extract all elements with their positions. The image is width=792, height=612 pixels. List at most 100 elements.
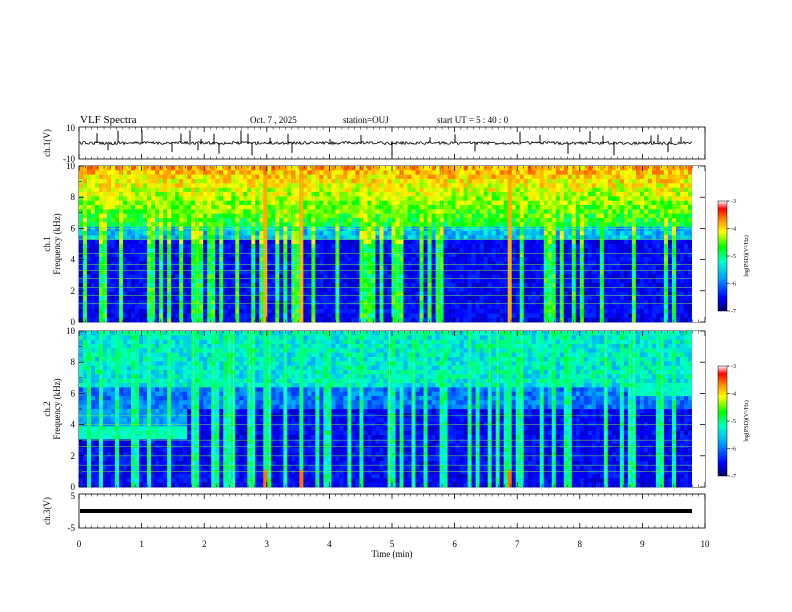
spectrogram-cell bbox=[331, 209, 336, 214]
spectrogram-cell bbox=[251, 170, 256, 175]
spectrogram-cell bbox=[523, 213, 529, 219]
spectrogram-cell bbox=[183, 235, 188, 240]
spectrogram-cell bbox=[207, 296, 212, 301]
spectrogram-cell bbox=[99, 309, 104, 314]
spectrogram-cell bbox=[523, 170, 529, 175]
spectrogram-cell bbox=[551, 252, 557, 258]
spectrogram-cell bbox=[315, 235, 320, 240]
spectrogram-cell bbox=[323, 166, 328, 171]
spectrogram-cell bbox=[551, 183, 557, 188]
spectrogram-cell bbox=[183, 257, 188, 262]
spectrogram-cell bbox=[427, 278, 432, 284]
spectrogram-cell bbox=[403, 200, 408, 206]
spectrogram-cell bbox=[351, 248, 356, 253]
spectrogram-cell bbox=[543, 291, 549, 297]
spectrogram-cell bbox=[427, 270, 432, 275]
spectrogram-cell bbox=[203, 317, 208, 323]
spectrogram-cell bbox=[315, 244, 320, 249]
spectrogram-cell bbox=[571, 166, 577, 171]
spectrogram-cell bbox=[255, 317, 260, 323]
spectrogram-cell bbox=[551, 170, 557, 175]
spectrogram-cell bbox=[275, 209, 280, 214]
spectrogram-cell bbox=[375, 248, 380, 253]
spectrogram-cell bbox=[415, 287, 420, 292]
spectrogram-cell bbox=[583, 174, 589, 180]
spectrogram-cell bbox=[463, 192, 468, 197]
spectrogram-cell bbox=[555, 304, 561, 310]
spectrogram-cell bbox=[239, 166, 244, 171]
spectrogram-cell bbox=[263, 309, 268, 314]
spectrogram-cell bbox=[279, 270, 284, 275]
spectrogram-cell bbox=[191, 226, 196, 232]
spectrogram-cell bbox=[479, 278, 484, 284]
spectrogram-cell bbox=[507, 291, 513, 297]
spectrogram-cell bbox=[203, 239, 208, 245]
spectrogram-cell bbox=[423, 261, 428, 266]
spectrogram-cell bbox=[603, 196, 609, 201]
spectrogram-cell bbox=[595, 187, 601, 193]
spectrogram-cell bbox=[427, 235, 432, 240]
spectrogram-cell bbox=[463, 166, 468, 171]
spectrogram-cell bbox=[307, 222, 312, 227]
spectrogram-cell bbox=[459, 265, 464, 271]
spectrogram-cell bbox=[127, 239, 132, 245]
spectrogram-cell bbox=[419, 196, 424, 201]
spectrogram-cell bbox=[391, 248, 396, 253]
spectrogram-cell bbox=[135, 179, 140, 184]
spectrogram-cell bbox=[315, 179, 320, 184]
spectrogram-cell bbox=[479, 287, 484, 292]
spectrogram-cell bbox=[603, 218, 609, 223]
spectrogram-cell bbox=[203, 205, 208, 210]
spectrogram-cell bbox=[387, 296, 392, 301]
spectrogram-cell bbox=[183, 218, 188, 223]
spectrogram-cell bbox=[263, 283, 268, 288]
spectrogram-cell bbox=[139, 278, 144, 284]
spectrogram-cell bbox=[79, 309, 84, 314]
spectrogram-cell bbox=[571, 300, 577, 305]
spectrogram-cell bbox=[627, 183, 633, 188]
spectrogram-cell bbox=[515, 231, 521, 236]
spectrogram-cell bbox=[307, 235, 312, 240]
spectrogram-cell bbox=[523, 313, 529, 318]
spectrogram-cell bbox=[315, 296, 320, 301]
spectrogram-cell bbox=[251, 213, 256, 219]
spectrogram-cell bbox=[239, 179, 244, 184]
spectrogram-cell bbox=[515, 304, 521, 310]
spectrogram-cell bbox=[503, 192, 508, 197]
spectrogram-cell bbox=[527, 209, 533, 214]
spectrogram-cell bbox=[599, 261, 605, 266]
spectrogram-cell bbox=[419, 209, 424, 214]
spectrogram-cell bbox=[303, 265, 308, 271]
spectrogram-cell bbox=[467, 248, 472, 253]
spectrogram-cell bbox=[495, 304, 500, 310]
spectrogram-cell bbox=[615, 261, 621, 266]
spectrogram-cell bbox=[207, 317, 212, 323]
spectrogram-cell bbox=[207, 179, 212, 184]
date-label: Oct. 7 , 2025 bbox=[250, 115, 297, 125]
spectrogram-cell bbox=[323, 205, 328, 210]
spectrogram-cell bbox=[315, 283, 320, 288]
spectrogram-cell bbox=[531, 309, 537, 314]
spectrogram-cell bbox=[351, 313, 356, 318]
spectrogram-cell bbox=[347, 231, 352, 236]
spectrogram-cell bbox=[575, 222, 581, 227]
spectrogram-cell bbox=[519, 313, 525, 318]
spectrogram-cell bbox=[371, 244, 376, 249]
spectrogram-cell bbox=[407, 170, 412, 175]
spectrogram-cell bbox=[527, 270, 533, 275]
spectrogram-cell bbox=[275, 179, 280, 184]
spectrogram-cell bbox=[431, 252, 436, 258]
spectrogram-cell bbox=[327, 283, 332, 288]
spectrogram-cell bbox=[575, 174, 581, 180]
spectrogram-cell bbox=[471, 239, 476, 245]
spectrogram-cell bbox=[283, 313, 288, 318]
spectrogram-cell bbox=[599, 244, 605, 249]
spectrogram-cell bbox=[95, 309, 100, 314]
spectrogram-cell bbox=[199, 317, 204, 323]
spectrogram-cell bbox=[487, 222, 492, 227]
spectrogram-cell bbox=[263, 196, 268, 201]
spectrogram-cell bbox=[603, 274, 609, 279]
spectrogram-cell bbox=[155, 313, 160, 318]
spectrogram-cell bbox=[527, 213, 533, 219]
spectrogram-cell bbox=[615, 296, 621, 301]
